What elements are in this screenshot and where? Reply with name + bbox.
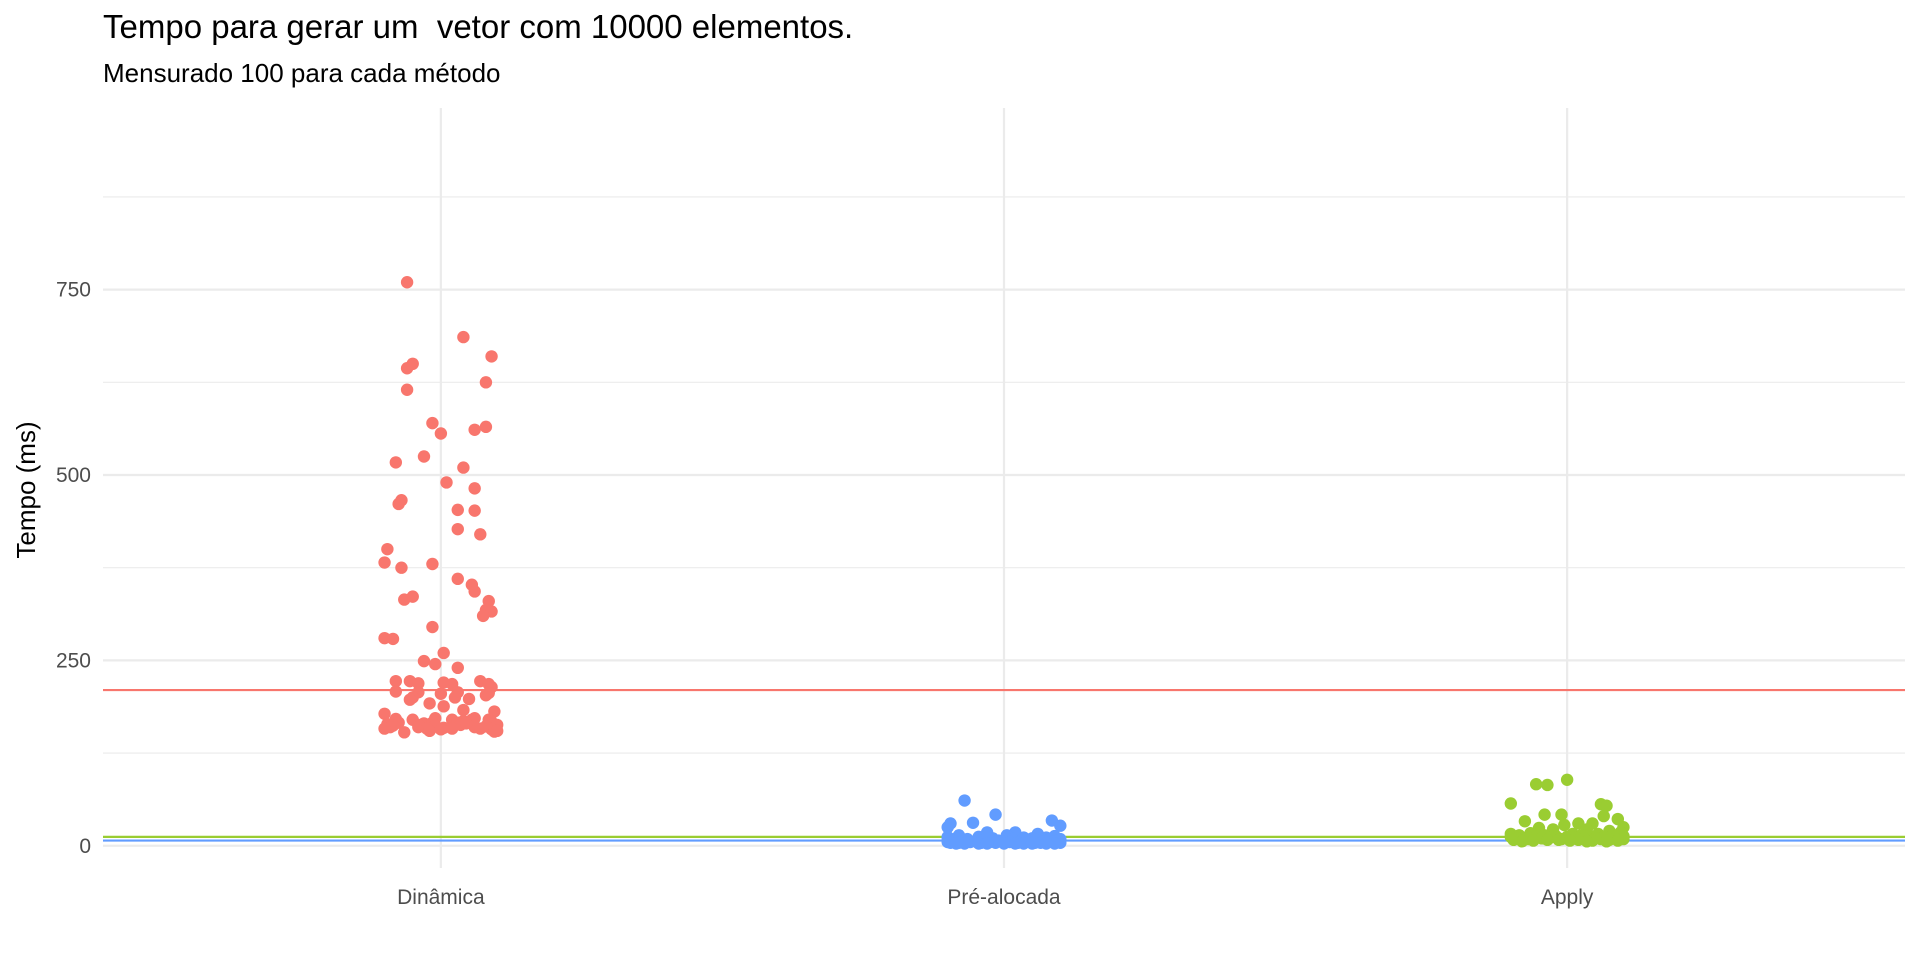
- data-point: [378, 556, 391, 569]
- data-point: [1009, 837, 1022, 850]
- chart-subtitle: Mensurado 100 para cada método: [103, 58, 501, 88]
- data-point: [457, 703, 470, 717]
- data-point: [417, 654, 431, 668]
- data-point: [1541, 833, 1554, 847]
- data-point: [423, 697, 436, 710]
- data-point: [476, 609, 490, 623]
- data-point: [417, 450, 431, 463]
- y-axis-ticks: 0 250 500 750: [56, 279, 91, 858]
- y-tick-label: 250: [56, 649, 91, 672]
- data-point: [1040, 837, 1053, 850]
- data-point: [423, 724, 436, 738]
- data-point: [426, 620, 439, 634]
- data-point: [440, 476, 453, 489]
- data-point: [1563, 834, 1577, 847]
- data-point: [468, 482, 481, 495]
- grid-lines: [103, 108, 1905, 868]
- data-point: [1504, 797, 1518, 810]
- data-point: [468, 423, 481, 436]
- data-point: [989, 808, 1002, 821]
- data-point: [451, 503, 464, 517]
- data-point: [966, 816, 980, 829]
- data-point: [1518, 815, 1532, 828]
- data-point: [389, 685, 403, 698]
- data-point: [1529, 778, 1543, 791]
- chart-title: Tempo para gerar um vetor com 10000 elem…: [103, 8, 854, 45]
- data-point: [1580, 835, 1594, 848]
- data-point: [980, 837, 994, 850]
- data-point: [386, 632, 400, 646]
- data-point: [403, 693, 417, 706]
- y-tick-label: 750: [56, 279, 91, 302]
- data-point: [479, 376, 493, 389]
- data-point: [1611, 834, 1625, 847]
- data-point: [378, 722, 391, 735]
- y-tick-label: 500: [56, 464, 91, 487]
- data-point: [437, 700, 450, 713]
- data-point: [381, 542, 394, 556]
- data-point: [1054, 819, 1067, 832]
- data-point: [1515, 835, 1529, 848]
- data-point: [1600, 799, 1613, 812]
- x-tick-label: Apply: [1541, 886, 1594, 909]
- x-tick-label: Pré-alocada: [947, 886, 1061, 909]
- data-point: [448, 691, 462, 704]
- data-point: [485, 350, 498, 363]
- data-point: [395, 561, 408, 574]
- data-points: [378, 276, 1630, 850]
- data-point: [1527, 834, 1540, 847]
- x-tick-label: Dinâmica: [397, 886, 485, 909]
- data-point: [426, 557, 439, 571]
- data-point: [398, 726, 411, 739]
- data-point: [378, 707, 391, 720]
- data-point: [1560, 773, 1574, 786]
- data-point: [451, 522, 464, 536]
- data-point: [398, 593, 411, 606]
- data-point: [1558, 818, 1571, 832]
- y-axis-title: Tempo (ms): [11, 421, 41, 558]
- data-point: [482, 686, 495, 700]
- x-axis-ticks: Dinâmica Pré-alocada Apply: [397, 886, 1594, 909]
- data-point: [1538, 808, 1551, 821]
- data-point: [389, 456, 403, 469]
- data-point: [451, 572, 464, 586]
- data-point: [412, 677, 425, 690]
- data-point: [400, 383, 414, 396]
- data-point: [451, 661, 464, 675]
- data-point: [997, 837, 1011, 850]
- data-point: [460, 717, 473, 730]
- data-point: [941, 821, 954, 834]
- data-point: [1552, 833, 1565, 847]
- data-point: [437, 646, 450, 660]
- data-point: [434, 723, 448, 736]
- data-point: [1541, 778, 1554, 792]
- data-point: [400, 276, 414, 289]
- data-point: [434, 427, 448, 440]
- data-point: [426, 416, 439, 430]
- data-point: [400, 362, 414, 375]
- data-point: [468, 504, 481, 517]
- data-point: [389, 674, 403, 688]
- data-point: [949, 837, 963, 850]
- data-point: [490, 724, 504, 738]
- data-point: [958, 794, 971, 807]
- data-point: [429, 657, 442, 671]
- data-point: [457, 461, 470, 474]
- data-point: [457, 330, 470, 344]
- data-point: [1025, 837, 1039, 850]
- data-point: [445, 722, 459, 735]
- data-point: [474, 722, 487, 735]
- y-tick-label: 0: [79, 835, 91, 858]
- data-point: [462, 692, 476, 706]
- data-point: [479, 420, 493, 434]
- data-point: [392, 497, 405, 511]
- data-point: [434, 687, 448, 700]
- data-point: [474, 528, 487, 541]
- data-point: [1600, 835, 1613, 848]
- data-point: [468, 585, 481, 598]
- data-point: [1555, 808, 1568, 821]
- data-point: [1597, 809, 1610, 823]
